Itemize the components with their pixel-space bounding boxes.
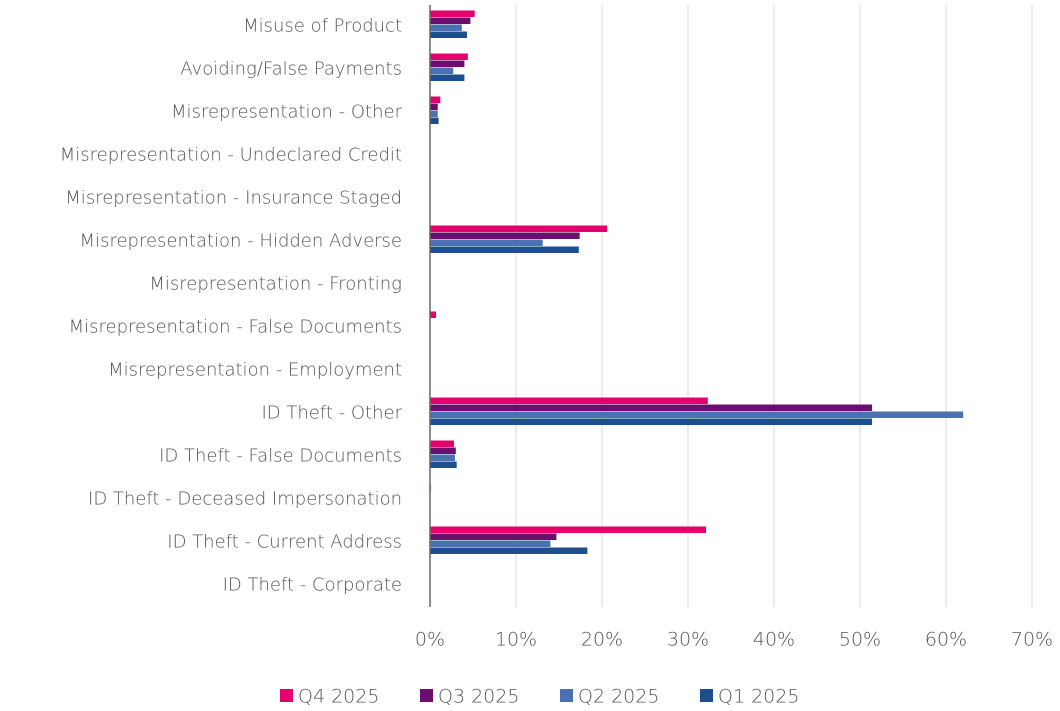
bar	[430, 547, 588, 554]
legend-swatch	[420, 689, 433, 702]
y-tick-label: ID Theft - False Documents	[159, 446, 402, 467]
y-tick-label: ID Theft - Deceased Impersonation	[88, 489, 402, 510]
legend-swatch	[560, 689, 573, 702]
bar	[430, 53, 468, 60]
legend-label: Q4 2025	[298, 686, 379, 708]
bar	[430, 526, 707, 533]
x-tick-label: 0%	[415, 629, 445, 651]
x-tick-label: 40%	[753, 629, 795, 651]
bar	[430, 533, 557, 540]
x-tick-label: 20%	[581, 629, 623, 651]
bar	[430, 103, 438, 110]
bar	[430, 311, 437, 318]
bar	[430, 67, 454, 74]
bar	[430, 110, 438, 117]
bar	[430, 24, 462, 31]
bar	[430, 404, 873, 411]
bar	[430, 440, 455, 447]
bar	[430, 246, 579, 253]
x-tick-label: 50%	[839, 629, 881, 651]
legend-swatch	[280, 689, 293, 702]
bar	[430, 418, 873, 425]
y-tick-label: Misrepresentation - Fronting	[149, 274, 402, 295]
y-tick-label: Misrepresentation - Other	[171, 102, 403, 123]
y-tick-label: Misrepresentation - Undeclared Credit	[60, 145, 402, 166]
bar	[430, 239, 543, 246]
bar	[430, 454, 455, 461]
bar	[430, 540, 551, 547]
y-tick-label: Misrepresentation - False Documents	[69, 317, 402, 338]
bar	[430, 96, 441, 103]
y-tick-label: ID Theft - Other	[262, 403, 403, 424]
y-tick-label: Misrepresentation - Hidden Adverse	[80, 231, 402, 252]
bar	[430, 10, 475, 17]
bar	[430, 117, 439, 124]
y-tick-label: Avoiding/False Payments	[180, 59, 402, 80]
legend-label: Q2 2025	[578, 686, 659, 708]
bar	[430, 461, 457, 468]
bar	[430, 60, 465, 67]
legend-label: Q3 2025	[438, 686, 519, 708]
bar	[430, 225, 608, 232]
legend-swatch	[700, 689, 713, 702]
x-tick-label: 30%	[667, 629, 709, 651]
x-tick-label: 70%	[1011, 629, 1053, 651]
bar	[430, 411, 964, 418]
y-tick-label: Misrepresentation - Insurance Staged	[65, 188, 402, 209]
bar	[430, 232, 580, 239]
bar	[430, 31, 467, 38]
bar	[430, 74, 465, 81]
y-tick-label: Misuse of Product	[243, 16, 402, 37]
y-tick-label: ID Theft - Current Address	[167, 532, 402, 553]
bar	[430, 397, 708, 404]
bar	[430, 17, 471, 24]
x-tick-label: 10%	[495, 629, 537, 651]
y-tick-label: Misrepresentation - Employment	[108, 360, 402, 381]
bar	[430, 447, 456, 454]
y-tick-label: ID Theft - Corporate	[223, 575, 402, 596]
x-tick-label: 60%	[925, 629, 967, 651]
legend-label: Q1 2025	[718, 686, 799, 708]
